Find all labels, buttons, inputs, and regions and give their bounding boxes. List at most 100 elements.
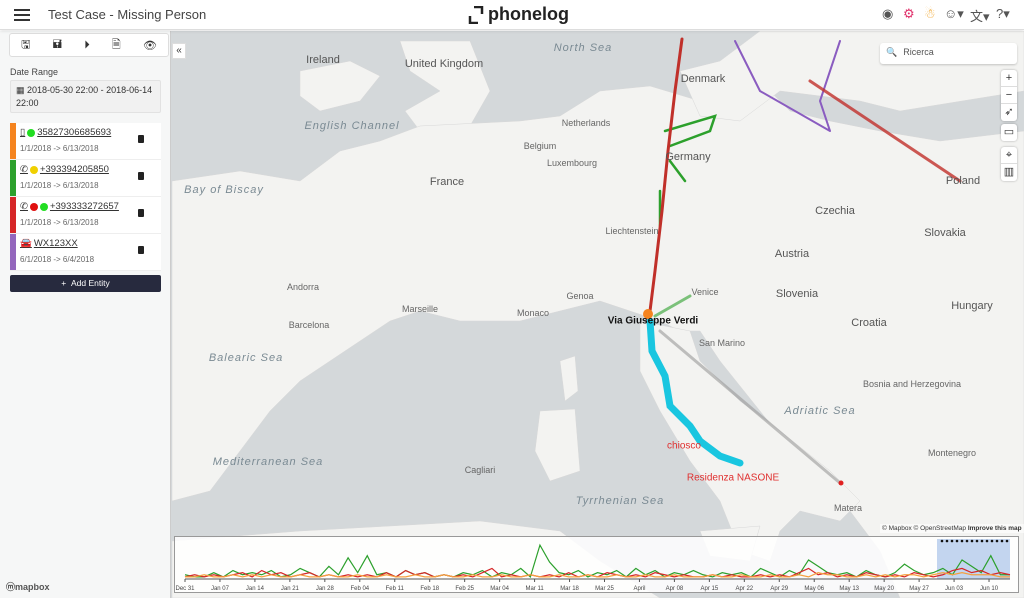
date-range-label: Date Range — [10, 67, 59, 77]
selection-handle-dot — [950, 539, 954, 543]
translate-icon[interactable]: 文▾ — [970, 9, 990, 24]
x-tick-label: Mar 11 — [525, 586, 544, 592]
account-icon[interactable]: ☺▾ — [944, 6, 964, 21]
phone-icon: ✆ — [20, 164, 28, 175]
entity-link[interactable]: ▯ 35827306685693 — [20, 127, 112, 138]
x-tick-label: April — [633, 586, 645, 592]
x-tick-label: Apr 15 — [701, 586, 719, 592]
poi-chiosco[interactable]: chiosco — [667, 440, 701, 452]
entity-link[interactable]: 🚘 WX123XX — [20, 238, 78, 249]
land-continent — [171, 70, 1024, 598]
map-label: Liechtenstein — [605, 226, 659, 236]
save-as-icon[interactable]: 🖫 — [21, 38, 31, 51]
phone-icon: ✆ — [20, 201, 28, 212]
map-label: Balearic Sea — [208, 352, 284, 364]
logo-icon — [468, 5, 484, 24]
map-style-icon[interactable]: ▥ — [1003, 166, 1015, 178]
x-tick-label: Apr 22 — [735, 586, 753, 592]
map-label: Genoa — [566, 291, 594, 301]
entity-date-range: 1/1/2018 -> 6/13/2018 — [20, 181, 99, 190]
x-tick-label: May 13 — [839, 586, 859, 592]
mapbox-logo: ⓜmapbox — [6, 582, 50, 592]
x-tick-label: May 27 — [909, 586, 929, 592]
ruler-button[interactable]: ▭ — [1001, 124, 1017, 141]
calendar-icon: ▦ — [16, 85, 28, 95]
zoom-in-button[interactable]: + — [1001, 70, 1017, 87]
entity-item[interactable]: ▯ 35827306685693 1/1/2018 -> 6/13/2018 — [10, 123, 161, 160]
status-dot — [27, 128, 36, 137]
entity-item[interactable]: 🚘 WX123XX 6/1/2018 -> 6/4/2018 — [10, 234, 161, 271]
export-document-icon[interactable]: 🗎 — [111, 38, 121, 51]
phone-device-icon: ▯ — [20, 127, 26, 138]
entity-date-range: 1/1/2018 -> 6/13/2018 — [20, 144, 99, 153]
trash-icon[interactable] — [138, 246, 144, 254]
help-icon[interactable]: ?▾ — [996, 6, 1010, 21]
location-pin-icon[interactable]: ⌖ — [1001, 147, 1017, 164]
poi-residenza-nasone[interactable]: Residenza NASONE — [686, 472, 780, 484]
attribution-text: © Mapbox © OpenStreetMap — [882, 525, 967, 532]
map-label: Hungary — [951, 300, 993, 312]
poi-via-giuseppe-verdi[interactable]: Via Giuseppe Verdi — [607, 315, 699, 327]
x-tick-label: Apr 08 — [666, 586, 684, 592]
entity-link[interactable]: ✆ +393333272657 — [20, 201, 119, 212]
selection-handle-dot — [955, 539, 959, 543]
map-label: Monaco — [516, 308, 550, 318]
hamburger-menu-icon[interactable] — [14, 7, 30, 21]
compass-button[interactable]: ➶ — [1004, 106, 1014, 118]
entity-date-range: 1/1/2018 -> 6/13/2018 — [20, 218, 99, 227]
status-dot — [29, 202, 38, 211]
trash-icon[interactable] — [138, 209, 144, 217]
x-tick-label: Jun 03 — [945, 586, 964, 592]
map-label: Venice — [691, 287, 719, 297]
x-tick-label: May 20 — [874, 586, 894, 592]
x-tick-label: Feb 11 — [386, 586, 405, 592]
zoom-out-button[interactable]: − — [1001, 87, 1017, 104]
trash-icon[interactable] — [138, 135, 144, 143]
status-dot — [39, 202, 48, 211]
map-label: Montenegro — [927, 448, 977, 458]
location-dot — [838, 480, 844, 486]
entity-date-range: 6/1/2018 -> 6/4/2018 — [20, 255, 95, 264]
settings-cogs-icon[interactable]: ⚙ — [903, 6, 915, 21]
map-label: Barcelona — [288, 320, 330, 330]
x-tick-label: Feb 18 — [420, 586, 439, 592]
map-label: Mediterranean Sea — [212, 456, 324, 468]
eye-icon[interactable]: 👁 — [142, 39, 157, 52]
timeline-chart[interactable]: Dec 31 Jan 07 Jan 14 Jan 21 Jan 28 Feb 04 Feb … — [174, 536, 1019, 593]
selection-handle-dot — [965, 539, 969, 543]
play-icon[interactable]: ⏵ — [84, 38, 90, 51]
track-orange-cluster — [643, 309, 653, 319]
collapse-sidebar-button[interactable]: « — [172, 43, 186, 59]
map-label: San Marino — [698, 338, 746, 348]
save-icon[interactable]: 🖬 — [52, 38, 63, 51]
map-label: Slovakia — [924, 227, 966, 239]
entity-link[interactable]: ✆ +393394205850 — [20, 164, 109, 175]
tracks — [643, 37, 962, 486]
selection-handle-dot — [985, 539, 989, 543]
app-logo: phonelog — [468, 4, 569, 25]
person-icon[interactable]: ☃ — [924, 6, 936, 21]
record-icon[interactable]: ◉ — [882, 6, 894, 21]
add-entity-label: Add Entity — [70, 278, 110, 288]
map-layer-controls: ⌖ ▥ — [1001, 147, 1017, 181]
land-corsica-sardinia — [534, 355, 581, 482]
x-tick-label: Jan 21 — [281, 586, 300, 592]
track-purple — [734, 40, 841, 132]
add-entity-button[interactable]: + Add Entity — [10, 275, 161, 292]
trash-icon[interactable] — [138, 172, 144, 180]
map-search-input[interactable]: 🔍 Ricerca — [880, 43, 1017, 64]
sidebar-toolbar: 🖫 🖬 ⏵ 🗎 👁 — [9, 33, 169, 57]
map-label: Marseille — [401, 304, 439, 314]
improve-map-link[interactable]: Improve this map — [967, 525, 1022, 532]
zoom-controls: + − ➶ — [1001, 70, 1017, 121]
selection-handle-dot — [1000, 539, 1004, 543]
selection-handle-dot — [990, 539, 994, 543]
x-tick-label: Mar 04 — [490, 586, 509, 592]
x-tick-label: Jan 07 — [211, 586, 230, 592]
entity-item[interactable]: ✆ +393333272657 1/1/2018 -> 6/13/2018 — [10, 197, 161, 234]
entity-color-bar — [10, 160, 16, 196]
map-label: Cagliari — [464, 465, 496, 475]
x-tick-label: Feb 04 — [350, 586, 369, 592]
entity-item[interactable]: ✆ +393394205850 1/1/2018 -> 6/13/2018 — [10, 160, 161, 197]
date-range-field[interactable]: ▦ 2018-05-30 22:00 - 2018-06-14 22:00 — [10, 80, 161, 113]
